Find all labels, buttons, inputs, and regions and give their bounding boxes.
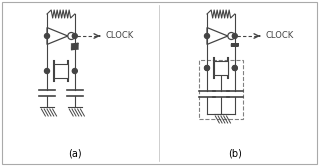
- Circle shape: [232, 34, 237, 39]
- Text: CLOCK: CLOCK: [266, 32, 294, 41]
- Bar: [54, 64, 68, 78]
- Circle shape: [44, 69, 49, 74]
- Circle shape: [204, 34, 210, 39]
- Circle shape: [72, 34, 77, 39]
- Circle shape: [204, 66, 210, 71]
- Text: (b): (b): [228, 148, 242, 158]
- Circle shape: [72, 69, 77, 74]
- Text: (a): (a): [68, 148, 82, 158]
- Bar: [199, 60, 243, 119]
- Circle shape: [232, 66, 237, 71]
- Circle shape: [44, 34, 49, 39]
- Bar: [214, 61, 228, 75]
- Text: CLOCK: CLOCK: [106, 32, 134, 41]
